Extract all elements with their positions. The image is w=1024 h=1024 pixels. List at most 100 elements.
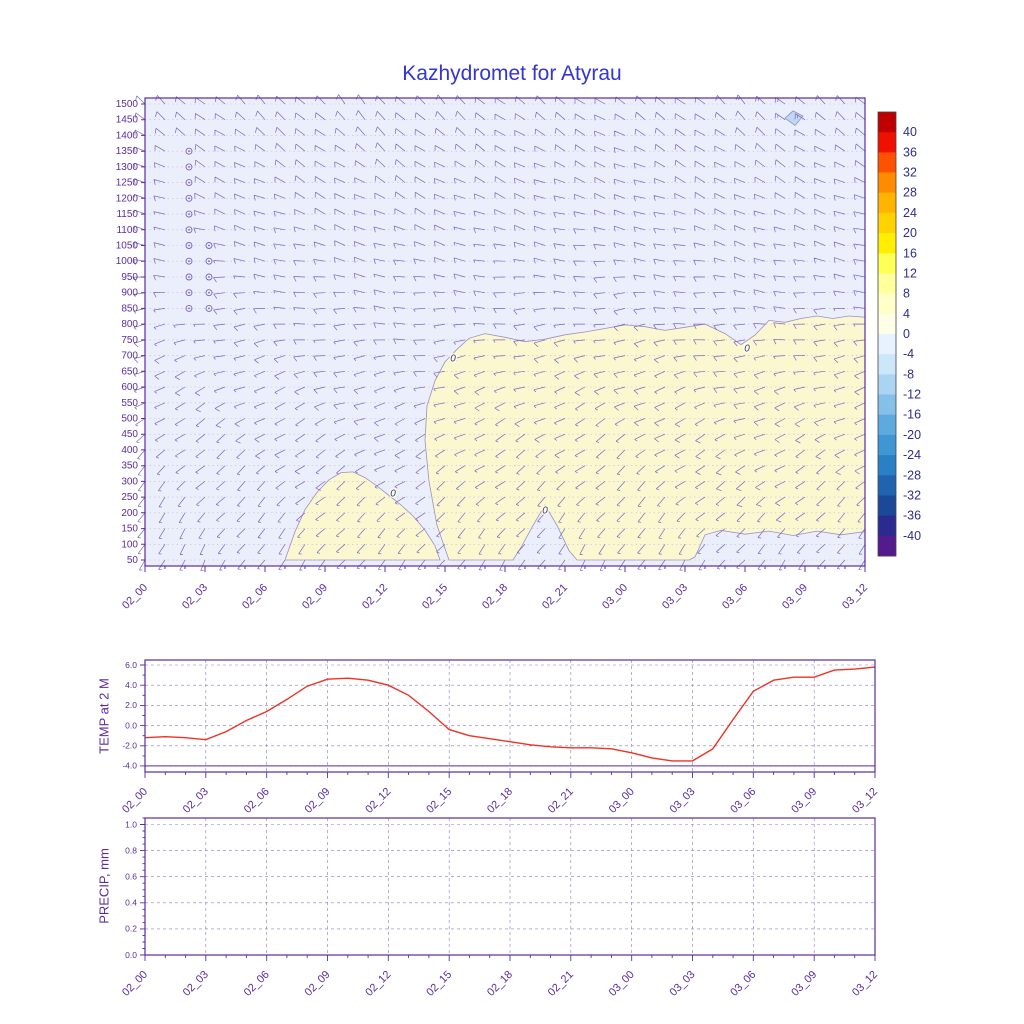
calm-wind-dot — [188, 276, 190, 278]
level-tick-label: 50 — [127, 555, 139, 566]
colorbar-tick-label: -4 — [903, 347, 914, 361]
colorbar-segment — [878, 112, 896, 133]
colorbar-tick-label: 16 — [903, 246, 917, 260]
level-tick-label: 1200 — [116, 193, 139, 204]
time-tick-label: 02_06 — [242, 786, 272, 816]
colorbar-segment — [878, 495, 896, 517]
time-tick-label: 03_00 — [607, 969, 637, 999]
level-tick-label: 250 — [121, 492, 138, 503]
colorbar-tick-label: 28 — [903, 186, 917, 200]
calm-wind-dot — [188, 181, 190, 184]
time-tick-label: 03_09 — [780, 582, 810, 612]
time-tick-label: 03_06 — [720, 582, 750, 612]
calm-wind-symbol — [185, 179, 193, 187]
time-tick-label: 02_03 — [181, 969, 211, 999]
temp-panel-ytick-label: 0.0 — [125, 720, 137, 730]
level-tick-label: 1000 — [116, 256, 139, 267]
colorbar-segment — [878, 132, 896, 153]
colorbar-segment — [878, 253, 896, 274]
temp-axis-label: TEMP at 2 M — [96, 678, 112, 754]
colorbar-segment — [878, 273, 896, 295]
contour-label: 0 — [542, 505, 548, 516]
time-tick-label: 03_12 — [850, 786, 880, 816]
time-tick-label: 03_03 — [668, 786, 698, 816]
colorbar-tick-label: 0 — [903, 327, 910, 341]
time-tick-label: 02_18 — [485, 969, 515, 999]
precip-panel-ytick-label: 0.8 — [125, 845, 137, 855]
precip-panel-grid — [144, 818, 876, 956]
cold-spot — [784, 110, 804, 126]
level-tick-label: 300 — [121, 476, 138, 487]
calm-wind-symbol — [185, 194, 193, 202]
level-tick-label: 550 — [121, 398, 138, 409]
level-tick-label: 850 — [121, 303, 138, 314]
colorbar-tick-label: 20 — [903, 226, 917, 240]
time-tick-label: 02_18 — [480, 582, 510, 612]
temp-panel-ytick-label: -2.0 — [122, 741, 137, 751]
precip-panel-ytick-label: 0.6 — [125, 872, 137, 882]
colorbar-segment — [878, 192, 896, 214]
calm-wind-dot — [188, 244, 190, 247]
time-tick-label: 03_00 — [607, 786, 637, 816]
colorbar-segment — [878, 212, 896, 234]
precip-panel-ytick-label: 0.4 — [125, 898, 137, 908]
colorbar-segment — [878, 172, 896, 194]
level-tick-label: 1050 — [116, 241, 139, 252]
time-tick-label: 02_00 — [120, 582, 150, 612]
calm-wind-dot — [188, 260, 190, 263]
colorbar-tick-label: -24 — [903, 448, 921, 462]
level-tick-label: 1150 — [116, 209, 138, 220]
temp-panel-ticks — [140, 664, 876, 778]
calm-wind-symbol — [185, 147, 193, 155]
time-tick-label: 02_06 — [242, 969, 272, 999]
time-tick-label: 02_12 — [363, 786, 393, 816]
wind-barbs — [133, 94, 866, 572]
colorbar-tick-label: 24 — [903, 206, 917, 220]
time-tick-label: 02_00 — [120, 786, 150, 816]
time-tick-label: 02_21 — [546, 969, 576, 999]
temp-panel-series — [144, 666, 876, 762]
calm-wind-symbol — [185, 304, 193, 312]
time-tick-label: 02_06 — [240, 582, 270, 612]
wind-panel-ticks — [141, 103, 866, 572]
time-tick-label: 02_21 — [540, 582, 570, 612]
temp-panel-ytick-label: -4.0 — [122, 761, 137, 771]
colorbar-tick-label: 40 — [903, 125, 917, 139]
colorbar-tick-label: 36 — [903, 145, 917, 159]
contour-label: 0 — [744, 344, 750, 355]
precip-panel-ytick-label: 0.2 — [125, 924, 137, 934]
time-tick-label: 02_03 — [180, 582, 210, 612]
calm-wind-dot — [188, 291, 190, 294]
calm-wind-dot — [188, 228, 190, 231]
calm-wind-symbol — [185, 242, 193, 249]
level-tick-label: 400 — [121, 445, 138, 456]
time-tick-label: 02_15 — [424, 786, 454, 816]
calm-wind-symbol — [185, 289, 193, 297]
temp-panel-ytick-label: 6.0 — [125, 660, 137, 670]
level-tick-label: 100 — [121, 539, 138, 550]
time-tick-label: 03_06 — [728, 969, 758, 999]
colorbar-tick-label: -8 — [903, 367, 914, 381]
colorbar-segment — [878, 535, 896, 557]
colorbar-tick-label: 4 — [903, 307, 910, 321]
level-tick-label: 200 — [121, 508, 138, 519]
calm-wind-dot — [208, 244, 210, 247]
time-tick-label: 02_03 — [181, 786, 211, 816]
colorbar-tick-label: 8 — [903, 287, 910, 301]
precip-panel-ytick-label: 0.0 — [125, 950, 137, 960]
level-tick-label: 350 — [121, 461, 138, 472]
calm-wind-dot — [188, 150, 190, 153]
calm-wind-symbol — [185, 273, 193, 281]
time-tick-label: 03_03 — [660, 582, 690, 612]
time-tick-label: 02_09 — [303, 786, 333, 816]
chart-title: Kazhydromet for Atyrau — [402, 62, 622, 85]
time-tick-label: 02_09 — [303, 969, 333, 999]
precip-axis-label: PRECIP, mm — [96, 848, 112, 924]
calm-wind-symbol — [185, 226, 193, 234]
level-tick-label: 800 — [121, 319, 138, 330]
colorbar: 4036322824201612840-4-8-12-16-20-24-28-3… — [877, 111, 921, 557]
time-tick-label: 02_15 — [420, 582, 450, 612]
level-tick-label: 150 — [121, 524, 138, 535]
wind-cross-section-panel: 0 0 0 0 1500 1450 1400 1350 1300 1250 1200 1150 1100… — [116, 94, 870, 612]
